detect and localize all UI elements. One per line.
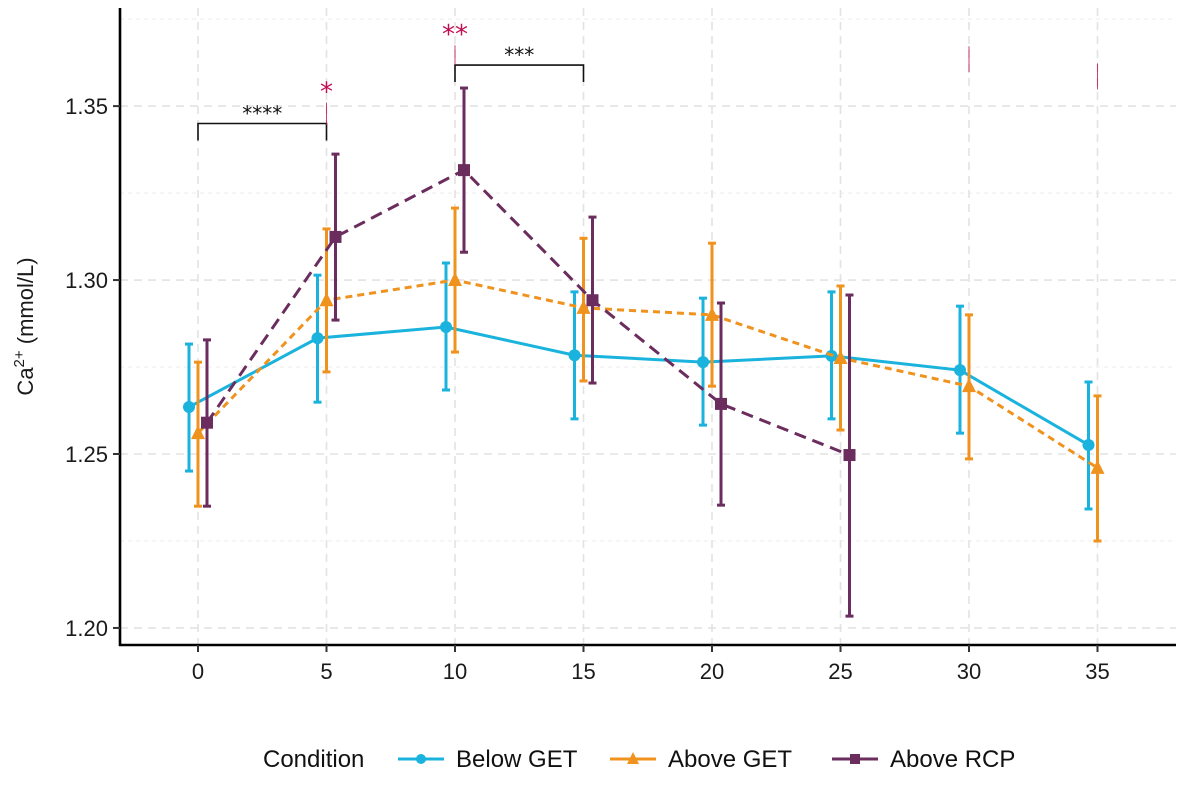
y-tick-label: 1.30 <box>65 268 108 293</box>
circle-marker <box>697 356 710 369</box>
legend-title: Condition <box>263 746 364 773</box>
square-marker <box>850 754 860 764</box>
circle-marker <box>311 332 324 345</box>
series-above-get <box>191 206 1105 543</box>
triangle-marker <box>1090 459 1105 474</box>
circle-marker <box>183 401 196 414</box>
y-tick-label: 1.25 <box>65 442 108 467</box>
x-tick-label: 15 <box>571 659 595 684</box>
circle-marker <box>954 364 967 377</box>
triangle-marker <box>576 299 591 314</box>
y-tick-label: 1.35 <box>65 94 108 119</box>
triangle-marker <box>627 752 639 764</box>
significance-bracket <box>454 64 585 83</box>
y-axis-title: Ca2+ (mmol/L) <box>11 257 38 395</box>
x-tick-label: 35 <box>1085 659 1109 684</box>
square-marker <box>714 397 727 410</box>
x-tick-label: 25 <box>828 659 852 684</box>
legend: Condition Below GET Above GET Above RCP <box>263 746 1015 773</box>
grid <box>120 8 1176 645</box>
series-above-rcp <box>200 86 856 618</box>
y-axis-title-unit: (mmol/L) <box>13 257 38 350</box>
legend-label: Above RCP <box>890 746 1015 773</box>
x-tick-label: 20 <box>700 659 724 684</box>
square-marker <box>200 416 213 429</box>
triangle-marker <box>833 349 848 364</box>
legend-label: Above GET <box>668 746 792 773</box>
circle-marker <box>416 754 426 764</box>
circle-marker <box>1082 438 1095 451</box>
triangle-marker <box>448 272 462 287</box>
triangle-marker <box>705 306 719 321</box>
axes: 1.20 1.25 1.30 1.35 0 5 10 15 20 25 30 35 Ca2+ (mmol… <box>11 8 1176 684</box>
series-layer <box>183 86 1105 618</box>
x-tick-label: 10 <box>443 659 467 684</box>
significance-star: ** <box>442 20 468 50</box>
square-marker <box>329 230 342 243</box>
series-below-get <box>183 261 1095 511</box>
bracket-label: *** <box>504 43 534 67</box>
circle-marker <box>440 321 453 334</box>
bracket-label: **** <box>242 102 282 126</box>
legend-label: Below GET <box>456 746 578 773</box>
significance-bracket <box>197 122 328 141</box>
x-tick-label: 30 <box>957 659 981 684</box>
triangle-marker <box>319 292 334 307</box>
significance-annotations: ********** <box>197 20 1098 141</box>
y-tick-label: 1.20 <box>65 616 108 641</box>
square-marker <box>586 294 599 307</box>
circle-marker <box>568 349 581 362</box>
y-axis-title-base: Ca <box>13 367 38 396</box>
series-line <box>205 168 851 457</box>
series-line <box>188 325 1090 447</box>
y-axis-title-superscript: 2+ <box>11 350 28 367</box>
x-tick-label: 0 <box>192 659 204 684</box>
square-marker <box>457 164 470 177</box>
triangle-marker <box>191 425 205 440</box>
x-tick-label: 5 <box>320 659 332 684</box>
square-marker <box>843 449 856 462</box>
significance-star: * <box>320 78 333 108</box>
series-line <box>196 278 1099 470</box>
triangle-marker <box>962 378 976 393</box>
